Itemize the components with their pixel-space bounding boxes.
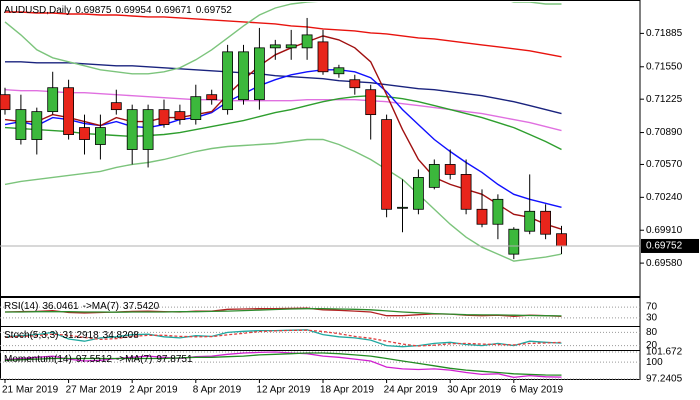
candle-body	[556, 233, 567, 247]
x-tick-label: 2 Apr 2019	[129, 385, 178, 396]
candle-body	[365, 89, 377, 116]
y-tick-label: 0.71885	[646, 28, 683, 39]
candle-body	[412, 177, 424, 210]
x-tick-label: 21 Mar 2019	[2, 385, 59, 396]
panel-frame	[0, 0, 641, 297]
y-tick-label: 0.71225	[646, 94, 683, 105]
candle-body	[428, 164, 440, 188]
y-tick-label: 100	[646, 357, 663, 368]
candle-body	[126, 109, 138, 150]
indicator-readout: Stoch(5,3,3) 31.2918 34.8208	[4, 330, 139, 341]
indicator-line	[4, 329, 562, 348]
indicator-name: RSI(14)	[4, 301, 38, 312]
indicator-name: Stoch(5,3,3)	[4, 330, 58, 341]
candle-body	[269, 44, 281, 49]
x-tick-label: 24 Apr 2019	[384, 385, 438, 396]
x-tick-label: 27 Mar 2019	[66, 385, 123, 396]
candle-body	[349, 79, 361, 89]
indicator-line	[4, 352, 562, 376]
y-tick-label: 0.69910	[646, 225, 683, 236]
title-part: 0.69752	[196, 5, 233, 16]
candle-body	[31, 111, 43, 140]
candle-body	[460, 174, 472, 210]
y-tick-label: 30	[646, 313, 658, 324]
candle-body	[174, 111, 186, 121]
title-part: 0.69671	[156, 5, 193, 16]
candle-body	[110, 102, 122, 111]
readout-value: 37.5420	[123, 301, 160, 312]
series-name: ->MA(7)	[116, 354, 152, 365]
y-tick-label: 20	[646, 340, 658, 351]
plot-area	[0, 2, 567, 262]
x-tick-label: 6 May 2019	[511, 385, 564, 396]
candle-body	[540, 210, 551, 235]
candle-body	[79, 127, 90, 140]
candle-body	[222, 51, 234, 111]
y-tick-label: 0.70240	[646, 192, 683, 203]
moving-average-line	[4, 138, 562, 262]
title-part: 0.69875	[75, 5, 112, 16]
price-label-box	[641, 238, 699, 253]
candle-body	[0, 94, 11, 111]
title-part: AUDUSD,Daily	[4, 5, 71, 16]
series-name: ->MA(7)	[83, 301, 119, 312]
moving-average-line	[4, 89, 562, 132]
readout-value: 34.8208	[103, 330, 140, 341]
readout-value: 31.2918	[62, 330, 99, 341]
readout-value: 97.8751	[156, 354, 193, 365]
indicator-readout: RSI(14) 36.0461 ->MA(7) 37.5420	[4, 301, 160, 312]
candle-body	[190, 96, 202, 120]
y-tick-label: 0.69580	[646, 258, 683, 269]
moving-average-line	[5, 61, 562, 115]
candle-body	[397, 206, 408, 209]
title-part: 0.69954	[115, 5, 152, 16]
candle-body	[317, 41, 329, 73]
indicator-name: Momentum(14)	[4, 354, 72, 365]
x-tick-label: 30 Apr 2019	[447, 385, 501, 396]
candle-body	[253, 47, 265, 101]
candle-body	[476, 208, 488, 225]
moving-average-line	[5, 11, 562, 58]
candle-body	[158, 109, 170, 125]
candle-body	[444, 164, 456, 175]
candle-body	[508, 228, 520, 255]
indicator-line	[4, 351, 562, 379]
chart-title: AUDUSD,Daily 0.69875 0.69954 0.69671 0.69752	[4, 5, 232, 16]
indicator-readout: Momentum(14) 97.5512 ->MA(7) 97.8751	[4, 354, 193, 365]
candle-body	[301, 34, 313, 49]
candle-body	[95, 127, 106, 145]
y-tick-label: 0.70570	[646, 159, 683, 170]
candle-body	[238, 51, 249, 101]
candle-body	[492, 198, 504, 225]
candle-body	[47, 87, 59, 113]
x-tick-label: 12 Apr 2019	[256, 385, 310, 396]
panel-frame	[0, 350, 641, 380]
y-tick-label: 80	[646, 327, 658, 338]
candle-body	[142, 109, 154, 150]
candle-body	[15, 109, 27, 140]
y-tick-label: 0.71550	[646, 61, 683, 72]
readout-value: 97.5512	[76, 354, 113, 365]
moving-average-line	[4, 2, 562, 75]
price-label: 0.69752	[646, 241, 683, 252]
candle-body	[381, 119, 393, 210]
indicator-line	[4, 329, 562, 347]
candle-body	[333, 67, 345, 75]
x-tick-label: 8 Apr 2019	[193, 385, 242, 396]
candle-body	[524, 210, 536, 232]
candle-body	[285, 44, 297, 49]
y-tick-label: 70	[646, 302, 658, 313]
indicator-line	[5, 308, 562, 317]
y-tick-label: 97.2405	[646, 374, 683, 385]
x-tick-label: 18 Apr 2019	[320, 385, 374, 396]
y-tick-label: 101.672	[646, 347, 683, 358]
candle-body	[63, 87, 74, 135]
y-tick-label: 0.70890	[646, 127, 683, 138]
candle-body	[206, 94, 218, 101]
readout-value: 36.0461	[42, 301, 79, 312]
